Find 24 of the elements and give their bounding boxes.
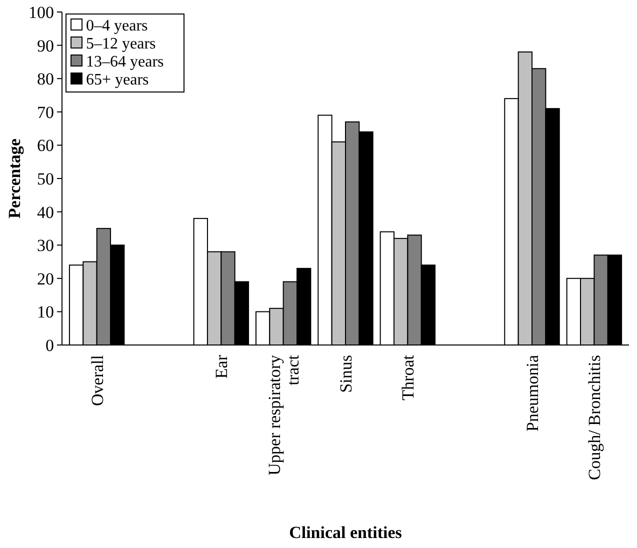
- x-tick-label: Sinus: [336, 355, 356, 393]
- y-tick-label: 70: [37, 102, 54, 122]
- x-tick-label: Overall: [88, 354, 107, 406]
- x-tick-label: Cough/ Bronchitis: [585, 355, 604, 480]
- x-tick-label: Upper respiratory tract: [264, 354, 303, 476]
- y-tick-label: 30: [37, 236, 54, 256]
- x-axis-title: Clinical entities: [289, 523, 402, 542]
- legend-label: 13–64 years: [86, 54, 164, 71]
- x-tick-label: Pneumonia: [522, 354, 542, 432]
- y-tick-label: 40: [37, 202, 54, 222]
- x-tick-label: Throat: [398, 354, 418, 400]
- y-tick-label: 90: [37, 36, 54, 56]
- y-tick-label: 0: [46, 336, 54, 355]
- y-tick-label: 100: [28, 2, 54, 22]
- y-tick-label: 50: [37, 169, 54, 188]
- y-axis-title: Percentage: [5, 138, 24, 218]
- legend-label: 0–4 years: [86, 18, 148, 35]
- y-tick-label: 10: [37, 302, 54, 322]
- y-tick-label: 80: [37, 70, 54, 89]
- legend-label: 65+ years: [86, 72, 149, 89]
- x-tick-label: Ear: [212, 354, 232, 379]
- y-tick-label: 60: [37, 136, 54, 156]
- legend-label: 5–12 years: [86, 36, 156, 53]
- y-tick-label: 20: [37, 269, 54, 288]
